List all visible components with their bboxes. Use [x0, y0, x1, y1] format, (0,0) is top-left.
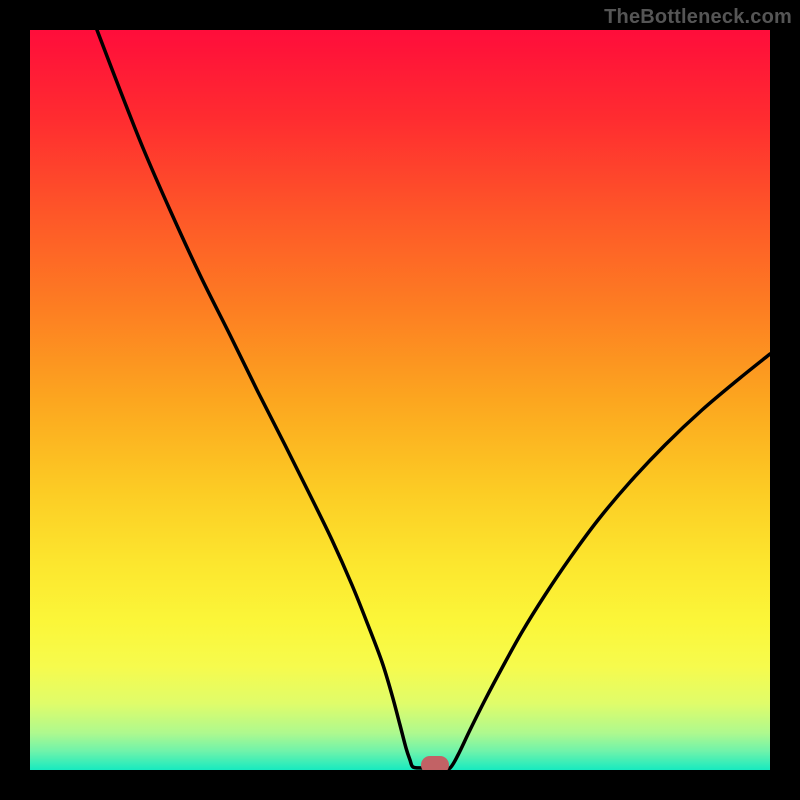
plot-area: [30, 30, 770, 770]
bottleneck-curve: [30, 30, 770, 770]
optimal-point-marker: [421, 756, 449, 770]
chart-frame: TheBottleneck.com: [0, 0, 800, 800]
watermark-text: TheBottleneck.com: [604, 6, 792, 29]
